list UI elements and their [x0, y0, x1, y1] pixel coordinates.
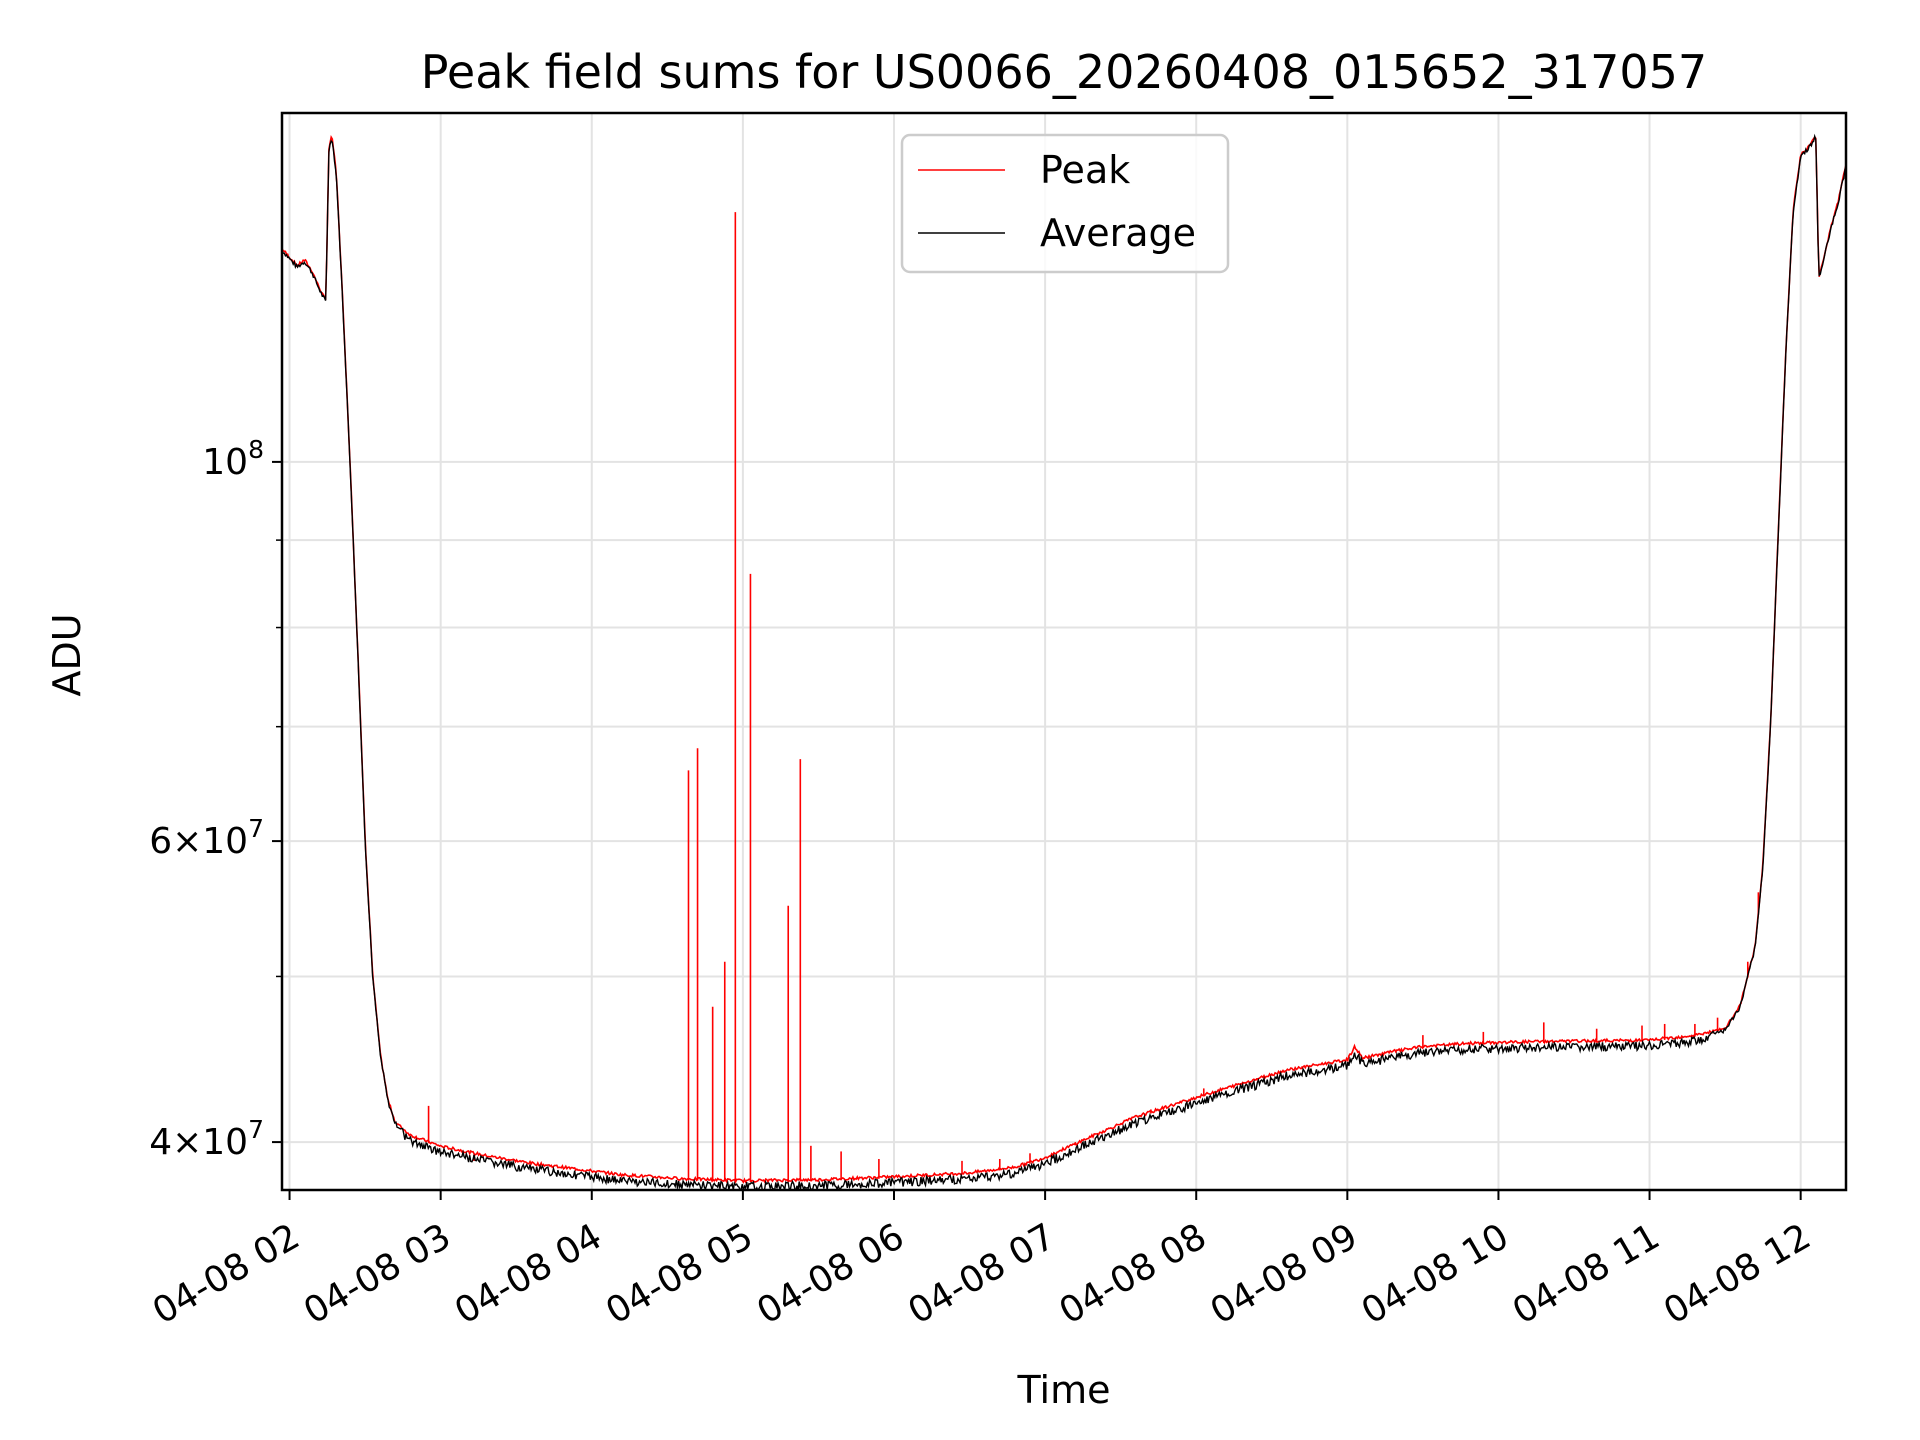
y-tick-label: 6×107 [149, 814, 264, 862]
legend-label-average: Average [1040, 211, 1196, 255]
legend-label-peak: Peak [1040, 148, 1130, 192]
y-axis: 4×107 6×107 108 [149, 435, 282, 1163]
average-series-line [282, 133, 1846, 1190]
y-tick-label: 108 [202, 435, 264, 483]
grid [282, 113, 1846, 1190]
y-axis-title: ADU [45, 613, 89, 696]
x-axis-title: Time [1017, 1368, 1111, 1412]
legend: Peak Average [900, 133, 1230, 274]
plot-frame [280, 111, 1848, 1192]
y-tick-label: 4×107 [149, 1115, 264, 1163]
data-layer [282, 133, 1846, 1190]
chart-title: Peak field sums for US0066_20260408_0156… [421, 45, 1707, 99]
